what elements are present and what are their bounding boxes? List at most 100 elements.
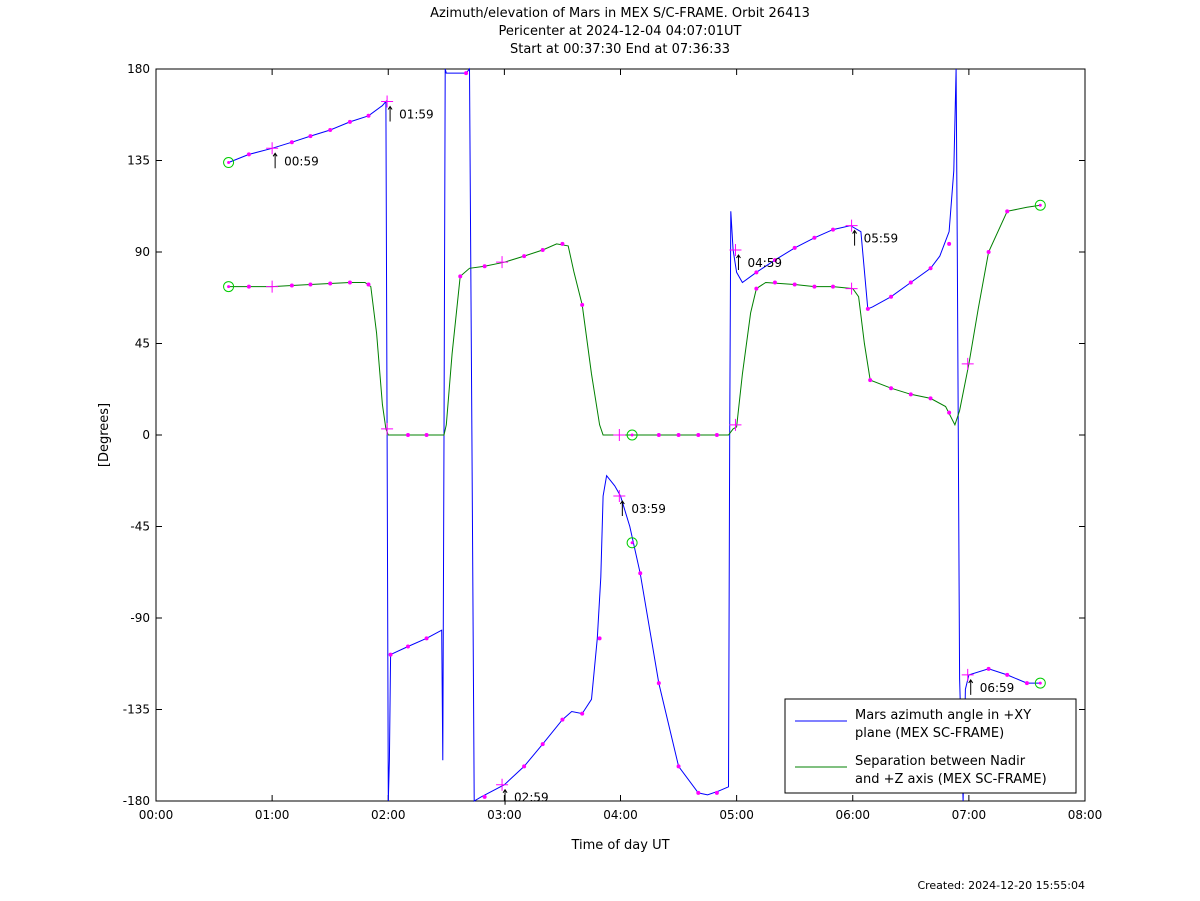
- x-tick-label: 06:00: [835, 808, 870, 822]
- y-tick-label: -90: [130, 611, 150, 625]
- dot-marker: [540, 742, 545, 747]
- dot-marker: [522, 254, 527, 259]
- y-tick-label: 180: [127, 62, 150, 76]
- cross-marker: [496, 256, 509, 269]
- cross-marker: [613, 429, 626, 441]
- cross-marker: [266, 142, 279, 155]
- cross-marker: [845, 219, 858, 232]
- dot-marker: [1005, 209, 1010, 214]
- dot-marker: [522, 764, 527, 769]
- circle-marker-center: [227, 285, 231, 289]
- dot-marker: [714, 433, 719, 437]
- cross-marker: [266, 280, 279, 293]
- annotation-label: 00:59: [284, 154, 319, 168]
- dot-marker: [831, 227, 836, 232]
- dot-marker: [458, 274, 463, 279]
- dot-marker: [366, 113, 371, 118]
- cross-marker: [381, 95, 394, 108]
- dot-marker: [366, 282, 371, 287]
- circle-marker-center: [1038, 203, 1042, 207]
- dot-marker: [676, 433, 681, 437]
- dot-marker: [986, 250, 991, 254]
- dot-marker: [308, 282, 313, 287]
- dot-marker: [246, 152, 251, 157]
- dot-marker: [347, 280, 352, 285]
- dot-marker: [656, 681, 661, 686]
- dot-marker: [831, 284, 836, 289]
- x-tick-label: 01:00: [255, 808, 290, 822]
- legend-entry: Mars azimuth angle in +XY: [855, 708, 1031, 723]
- cross-marker: [729, 418, 742, 431]
- x-tick-label: 08:00: [1068, 808, 1103, 822]
- circle-marker-center: [630, 433, 634, 437]
- dot-marker: [947, 241, 952, 246]
- dot-marker: [754, 286, 759, 291]
- dot-marker: [464, 71, 469, 76]
- y-tick-label: -180: [123, 794, 150, 808]
- dot-marker: [908, 392, 913, 397]
- annotation-label: 01:59: [399, 108, 434, 122]
- annotation-arrow: [968, 679, 974, 695]
- dot-marker: [812, 284, 817, 289]
- dot-marker: [754, 270, 759, 275]
- dot-marker: [560, 241, 565, 246]
- dot-marker: [696, 790, 701, 795]
- series-line-1: [228, 204, 1041, 436]
- dot-marker: [597, 636, 602, 641]
- annotation-arrow: [502, 788, 508, 805]
- dot-marker: [328, 281, 333, 286]
- dot-marker: [868, 378, 873, 383]
- title-line: Pericenter at 2024-12-04 04:07:01UT: [498, 24, 741, 39]
- dot-marker: [792, 282, 797, 287]
- x-tick-label: 02:00: [371, 808, 406, 822]
- annotation-label: 05:59: [864, 232, 899, 246]
- dot-marker: [865, 306, 870, 311]
- y-tick-label: -135: [123, 703, 150, 717]
- dot-marker: [580, 711, 585, 716]
- dot-marker: [928, 396, 933, 401]
- axis-ticks: [155, 68, 1086, 802]
- annotation-arrow: [852, 229, 858, 246]
- dot-marker: [676, 764, 681, 769]
- dot-marker: [696, 433, 701, 437]
- data-markers: [223, 71, 1046, 799]
- dot-marker: [772, 280, 777, 285]
- title-line: Start at 00:37:30 End at 07:36:33: [510, 42, 730, 57]
- circle-marker-center: [630, 541, 634, 545]
- circle-marker-center: [227, 161, 231, 165]
- annotation-label: 04:59: [747, 256, 782, 270]
- dot-marker: [772, 258, 777, 263]
- annotation-arrow: [736, 254, 741, 270]
- created-timestamp: Created: 2024-12-20 15:55:04: [917, 879, 1085, 892]
- title-line: Azimuth/elevation of Mars in MEX S/C-FRA…: [430, 6, 810, 21]
- y-tick-label: 90: [135, 245, 150, 259]
- dot-marker: [1024, 681, 1029, 686]
- dot-marker: [908, 280, 913, 285]
- circle-marker: [1034, 677, 1046, 689]
- dot-marker: [714, 790, 719, 795]
- dot-marker: [246, 284, 251, 289]
- dot-marker: [405, 433, 410, 437]
- annotation-arrow: [387, 105, 393, 122]
- circle-marker-center: [1038, 681, 1042, 685]
- y-tick-label: -45: [130, 520, 150, 534]
- dot-marker: [792, 245, 797, 250]
- circle-marker: [626, 537, 638, 549]
- circle-marker: [223, 157, 235, 169]
- dot-marker: [424, 636, 429, 641]
- dot-marker: [308, 134, 313, 139]
- cross-marker: [381, 422, 394, 435]
- dot-marker: [424, 433, 429, 437]
- cross-marker: [961, 357, 974, 370]
- annotation-label: 02:59: [514, 791, 549, 805]
- dot-marker: [289, 140, 294, 145]
- cross-marker: [845, 282, 858, 295]
- dot-marker: [328, 128, 333, 132]
- y-tick-label: 0: [142, 428, 150, 442]
- dot-marker: [889, 294, 894, 299]
- cross-marker: [496, 778, 509, 791]
- legend: Mars azimuth angle in +XY plane (MEX SC-F…: [784, 698, 1077, 794]
- x-tick-label: 00:00: [139, 808, 174, 822]
- x-tick-label: 04:00: [603, 808, 638, 822]
